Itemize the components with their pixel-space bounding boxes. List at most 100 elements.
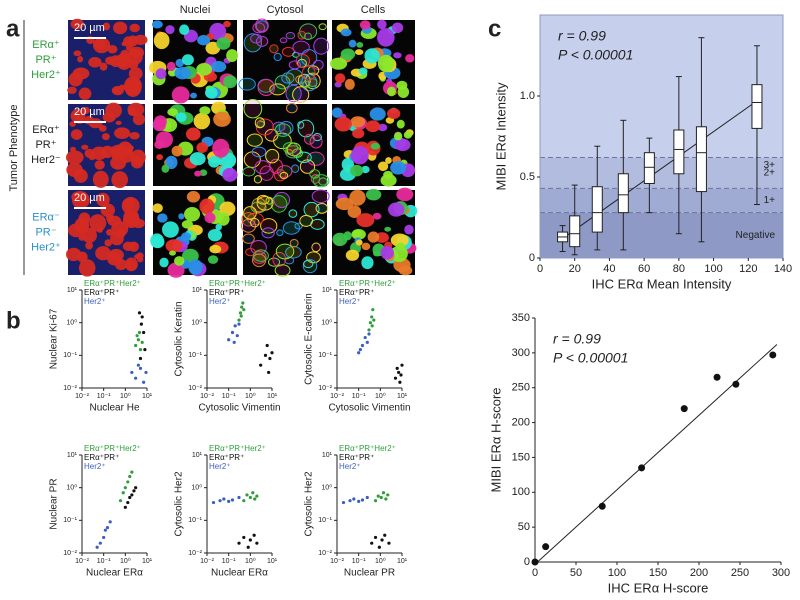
- cell-blob: [222, 167, 238, 182]
- cell-blob: [174, 66, 191, 80]
- cell-blob: [186, 191, 201, 203]
- cell-blob: [242, 166, 256, 177]
- cell-blob: [240, 218, 257, 233]
- point: [638, 464, 646, 472]
- point: [358, 347, 362, 352]
- cell-blob: [73, 50, 82, 57]
- cell-blob: [274, 264, 291, 277]
- cell-blob: [267, 257, 281, 267]
- band: [540, 157, 783, 189]
- point: [381, 491, 386, 495]
- cell-blob: [390, 245, 408, 262]
- cell-blob: [65, 150, 84, 165]
- panel-label: c: [488, 15, 501, 42]
- column-header: Cells: [361, 4, 386, 16]
- x-tick-label: 10⁰: [120, 557, 131, 565]
- point: [360, 343, 365, 348]
- x-tick-label: 10⁻²: [200, 393, 214, 400]
- point: [397, 370, 401, 375]
- point: [395, 366, 399, 370]
- point: [218, 499, 222, 503]
- cell-blob: [153, 32, 170, 50]
- point: [239, 314, 243, 318]
- box: [673, 129, 685, 175]
- cell-blob: [127, 35, 139, 47]
- cell-blob: [334, 116, 352, 132]
- y-tick-label: 10⁻²: [318, 385, 332, 392]
- legend-entry: Her2⁺: [84, 462, 106, 471]
- cell-blob: [361, 165, 370, 174]
- cell-blob: [335, 197, 354, 211]
- cell-blob: [96, 192, 110, 207]
- cell-blob: [388, 202, 405, 217]
- cell-blob: [156, 154, 164, 161]
- cell-blob: [151, 235, 165, 249]
- cell-blob: [110, 156, 127, 170]
- point: [713, 373, 721, 381]
- cell-blob: [344, 78, 355, 90]
- point: [227, 338, 231, 342]
- x-tick-label: 10⁻²: [330, 558, 344, 565]
- legend-entry: ERα⁺PR⁺Her2⁺: [339, 279, 396, 288]
- point: [393, 376, 398, 380]
- point: [598, 502, 606, 510]
- point: [137, 330, 142, 335]
- y-tick-label: 10⁻²: [318, 550, 332, 557]
- cell-blob: [253, 249, 269, 262]
- point: [136, 363, 140, 367]
- cell-blob: [255, 35, 269, 47]
- point: [380, 538, 384, 542]
- cell-blob: [167, 108, 178, 116]
- cell-blob: [304, 32, 312, 41]
- box: [695, 126, 707, 193]
- cell-blob: [81, 144, 89, 150]
- point: [341, 500, 346, 505]
- point: [373, 499, 378, 503]
- panel-label: a: [6, 15, 20, 42]
- cell-blob: [372, 212, 382, 220]
- point: [121, 491, 125, 495]
- cell-blob: [162, 221, 179, 238]
- cell-blob: [108, 248, 124, 262]
- cell-blob: [77, 222, 89, 232]
- cell-blob: [204, 212, 216, 224]
- cell-blob: [197, 34, 211, 46]
- cell-blob: [387, 86, 396, 97]
- y-tick-label: 50: [518, 521, 530, 533]
- point: [235, 334, 239, 338]
- cell-blob: [199, 198, 215, 215]
- x-tick-label: 50: [570, 567, 582, 579]
- y-tick-label: 10⁰: [191, 484, 202, 492]
- cell-blob: [112, 87, 120, 94]
- cell-blob: [292, 86, 310, 103]
- cell-blob: [395, 242, 406, 251]
- y-tick-label: 10¹: [67, 287, 78, 294]
- cell-blob: [78, 87, 92, 100]
- cell-blob: [223, 20, 231, 28]
- y-tick-label: 10¹: [67, 452, 78, 459]
- cell-blob: [343, 231, 352, 241]
- point: [265, 343, 269, 348]
- x-tick-label: 40: [603, 263, 615, 275]
- cell-blob: [157, 213, 168, 223]
- cell-blob: [288, 209, 298, 218]
- cell-blob: [390, 161, 406, 175]
- legend-entry: Her2⁺: [84, 297, 106, 306]
- x-tick-label: 10⁻¹: [97, 393, 111, 400]
- cell-blob: [70, 18, 84, 30]
- point: [386, 493, 390, 497]
- point: [241, 301, 245, 305]
- cell-blob: [99, 62, 108, 71]
- cell-blob: [243, 206, 257, 220]
- cell-blob: [378, 123, 388, 132]
- cell-blob: [302, 81, 311, 88]
- cell-blob: [285, 102, 298, 114]
- y-tick-label: 10¹: [322, 287, 333, 294]
- cell-blob: [367, 231, 380, 243]
- cell-blob: [194, 170, 202, 177]
- x-tick-label: 100: [608, 567, 626, 579]
- cell-blob: [359, 20, 371, 30]
- point: [248, 495, 252, 500]
- cell-blob: [175, 58, 184, 68]
- point: [130, 493, 134, 497]
